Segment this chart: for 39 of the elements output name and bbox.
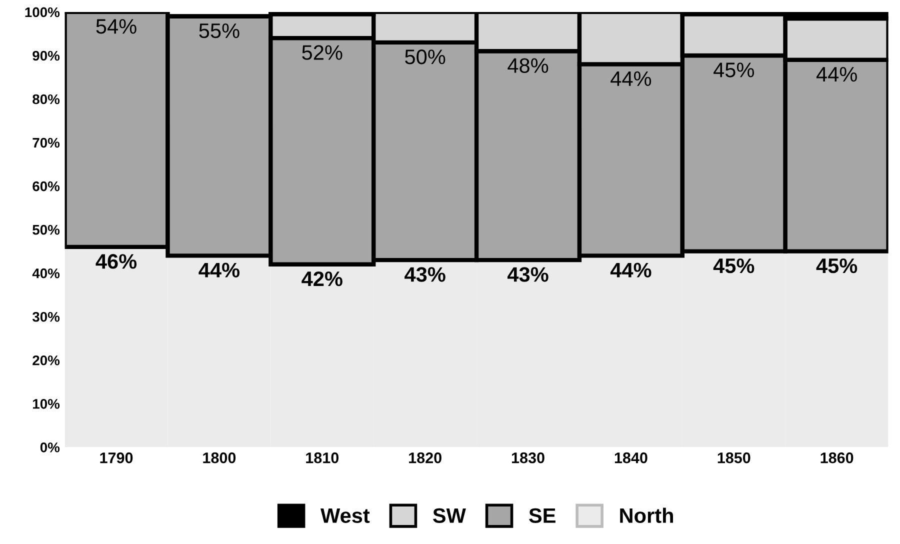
data-label: 44% [610, 71, 652, 86]
x-tick-label: 1840 [614, 452, 648, 464]
data-label: 43% [404, 267, 446, 282]
data-label: 52% [302, 45, 342, 60]
y-tick-label: 40% [32, 268, 60, 278]
legend-label: West [320, 508, 370, 523]
data-label: 54% [96, 19, 136, 34]
y-tick-label: 0% [40, 442, 60, 452]
y-tick-label: 30% [32, 312, 60, 322]
y-tick-label: 80% [32, 94, 60, 104]
y-tick-label: 50% [32, 224, 60, 235]
y-tick-label: 60% [32, 181, 60, 192]
y-tick-label: 90% [32, 50, 60, 61]
data-label: 50% [405, 50, 446, 64]
x-tick-label: 1800 [203, 452, 236, 464]
x-tick-label: 1830 [512, 452, 544, 464]
y-tick-label: 70% [32, 138, 60, 148]
y-tick-label: 10% [33, 398, 60, 409]
legend-label: SE [529, 508, 556, 523]
y-tick-label: 20% [32, 355, 60, 366]
data-label: 43% [507, 267, 548, 282]
data-label: 46% [96, 254, 137, 269]
legend-label: SW [432, 508, 466, 523]
data-label: 48% [508, 58, 548, 73]
data-label: 45% [714, 62, 754, 78]
data-label: 44% [610, 262, 652, 278]
x-tick-label: 1820 [409, 452, 442, 464]
data-label: 45% [816, 258, 858, 274]
x-tick-label: 1860 [820, 452, 854, 464]
data-label: 55% [199, 23, 240, 38]
legend-label: North [620, 508, 673, 523]
data-label: 44% [816, 67, 857, 82]
y-tick-label: 100% [25, 7, 60, 18]
x-tick-label: 1810 [306, 452, 339, 464]
x-tick-label: 1850 [718, 452, 750, 464]
data-label: 45% [713, 258, 754, 274]
data-label: 42% [302, 271, 342, 286]
x-tick-label: 1790 [100, 452, 133, 464]
data-label: 44% [198, 262, 240, 278]
